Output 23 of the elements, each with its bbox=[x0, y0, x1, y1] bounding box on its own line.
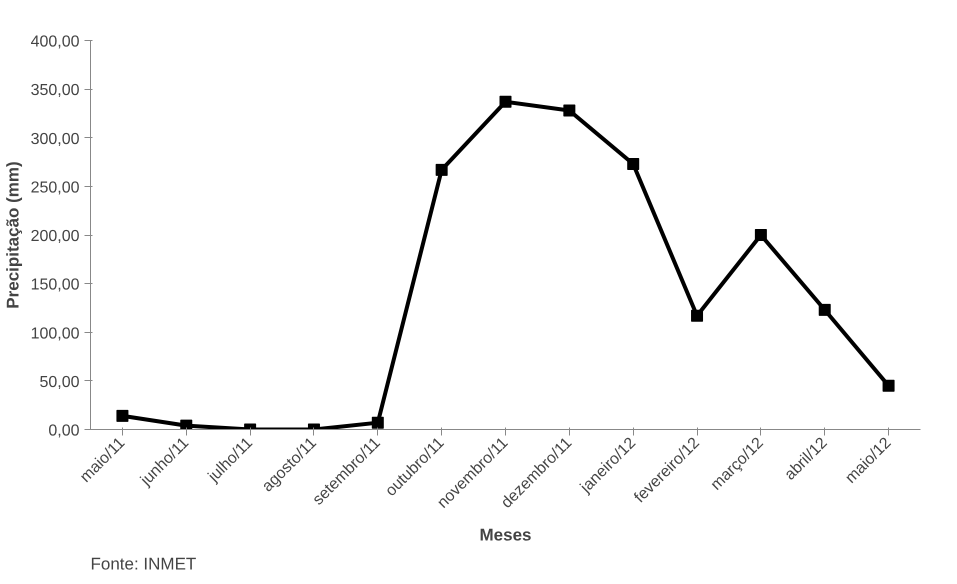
point bbox=[563, 104, 576, 117]
point bbox=[882, 380, 895, 392]
y-tick-label: 200,00 bbox=[30, 228, 80, 245]
y-tick-label: 100,00 bbox=[30, 325, 80, 342]
y-tick-label: 300,00 bbox=[30, 130, 80, 148]
y-tick-label: 250,00 bbox=[30, 179, 80, 196]
point bbox=[754, 229, 767, 241]
point bbox=[436, 164, 448, 176]
y-tick-label: 0,00 bbox=[48, 422, 80, 440]
y-tick-label: 400,00 bbox=[30, 34, 80, 50]
source-note: Fonte: INMET bbox=[90, 554, 196, 574]
point bbox=[627, 158, 640, 170]
point bbox=[691, 310, 704, 322]
point bbox=[372, 416, 384, 429]
point bbox=[500, 96, 512, 108]
y-tick-label: 50,00 bbox=[39, 374, 80, 391]
y-tick-label: 150,00 bbox=[30, 276, 80, 294]
point bbox=[818, 304, 831, 316]
x-axis-title: Meses bbox=[480, 526, 532, 545]
point bbox=[180, 420, 192, 430]
point bbox=[116, 410, 128, 422]
y-tick-label: 350,00 bbox=[30, 82, 80, 100]
y-axis-title: Precipitação (mm) bbox=[4, 161, 23, 309]
